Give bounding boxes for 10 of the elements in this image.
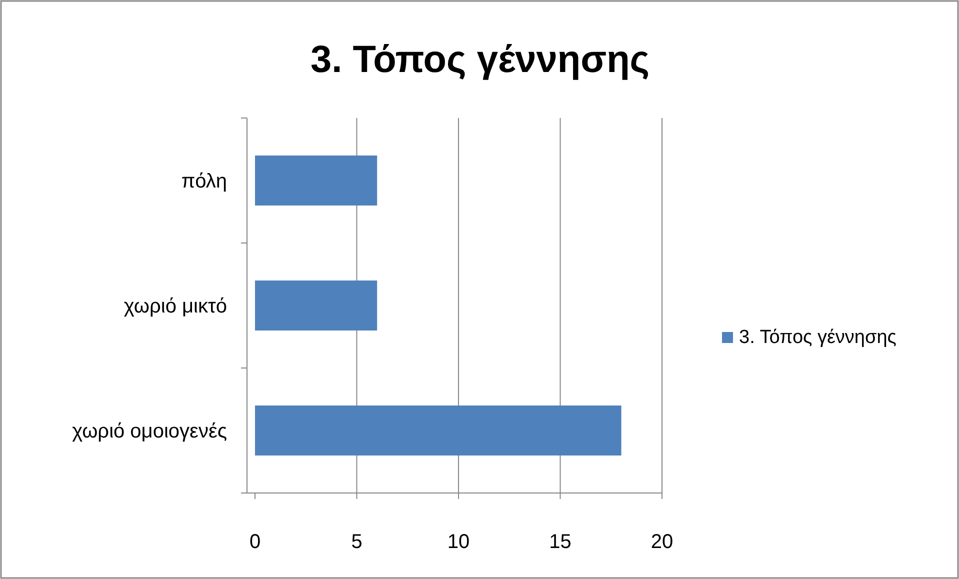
x-tick-label: 0 (249, 531, 261, 553)
x-tick-label: 15 (549, 531, 572, 553)
y-tick-label: χωριό ομοιογενές (72, 420, 228, 442)
legend-label: 3. Τόπος γέννησης (739, 327, 896, 348)
x-tick-label: 5 (351, 531, 362, 553)
y-tick-label: πόλη (181, 170, 227, 192)
y-tick-label: χωριό μικτό (124, 296, 227, 318)
x-tick-label: 10 (447, 531, 470, 553)
chart-title: 3. Τόπος γέννησης (310, 39, 650, 81)
x-tick-label: 20 (650, 531, 674, 553)
